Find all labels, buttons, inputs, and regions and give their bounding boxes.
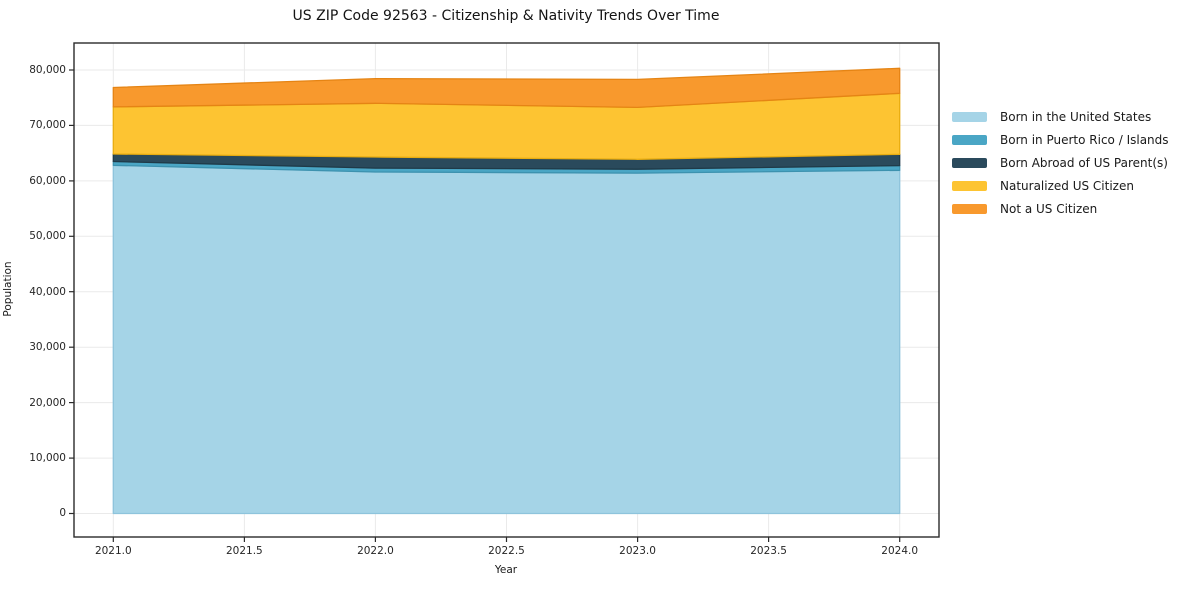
- legend-label: Naturalized US Citizen: [1000, 178, 1134, 193]
- legend-label: Not a US Citizen: [1000, 201, 1098, 216]
- y-tick-label: 80,000: [29, 63, 66, 76]
- x-tick-label: 2021.5: [226, 545, 263, 557]
- legend-swatch-icon: [952, 111, 987, 122]
- plot-border: [73, 42, 940, 538]
- legend-item: Born Abroad of US Parent(s): [952, 151, 1169, 174]
- x-tick-label: 2024.0: [881, 545, 919, 557]
- legend-swatch-icon: [952, 134, 987, 145]
- legend-item: Born in Puerto Rico / Islands: [952, 128, 1169, 151]
- y-tick-label: 20,000: [29, 396, 66, 409]
- area-band-4: [112, 67, 901, 109]
- x-tick-label: 2023.0: [619, 545, 656, 557]
- y-tick-label: 30,000: [29, 341, 66, 354]
- chart-title: US ZIP Code 92563 - Citizenship & Nativi…: [292, 8, 720, 24]
- x-tick-label: 2022.5: [488, 545, 525, 557]
- x-tick-label: 2022.0: [357, 545, 394, 557]
- legend-label: Born in Puerto Rico / Islands: [1000, 132, 1169, 147]
- legend: Born in the United States Born in Puerto …: [952, 105, 1169, 220]
- x-axis-label: Year: [494, 564, 518, 576]
- y-tick-label: 10,000: [29, 452, 66, 465]
- y-tick-label: 0: [59, 507, 66, 520]
- legend-item: Naturalized US Citizen: [952, 174, 1169, 197]
- x-tick-label: 2023.5: [750, 545, 787, 557]
- legend-swatch-icon: [952, 180, 987, 191]
- legend-label: Born Abroad of US Parent(s): [1000, 155, 1168, 170]
- legend-item: Born in the United States: [952, 105, 1169, 128]
- legend-swatch-icon: [952, 157, 987, 168]
- legend-item: Not a US Citizen: [952, 197, 1169, 220]
- legend-swatch-icon: [952, 203, 987, 214]
- y-tick-label: 50,000: [29, 230, 66, 243]
- y-tick-label: 40,000: [29, 285, 66, 298]
- y-tick-label: 60,000: [29, 174, 66, 187]
- x-tick-label: 2021.0: [94, 545, 132, 557]
- area-band-0: [112, 164, 901, 515]
- y-tick-label: 70,000: [29, 119, 66, 132]
- legend-label: Born in the United States: [1000, 109, 1152, 124]
